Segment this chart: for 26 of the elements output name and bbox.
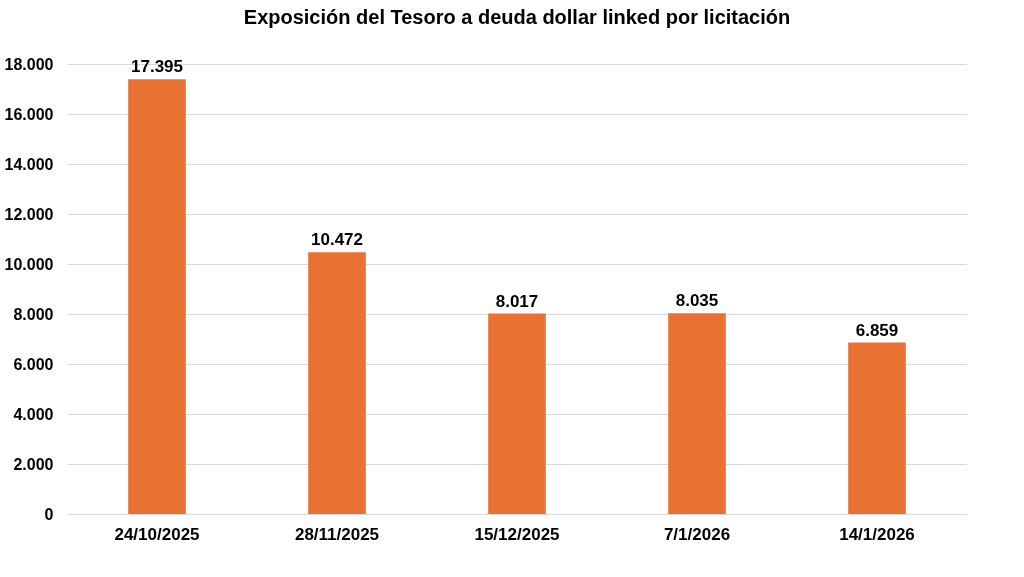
y-tick-label: 10.000: [4, 255, 54, 273]
x-tick-label: 7/1/2026: [663, 524, 731, 544]
y-tick-label: 0: [44, 505, 54, 523]
y-tick-label: 8.000: [13, 305, 54, 323]
y-tick-label: 4.000: [13, 405, 54, 423]
bar: [848, 342, 906, 514]
y-tick-label: 18.000: [4, 55, 54, 73]
x-tick-label: 24/10/2025: [114, 524, 200, 544]
bar: [128, 79, 186, 514]
data-label: 8.035: [675, 291, 719, 311]
chart-title: Exposición del Tesoro a deuda dollar linked por licitación: [243, 6, 791, 28]
bar: [308, 252, 366, 514]
bar: [488, 313, 546, 514]
y-tick-label: 14.000: [4, 155, 54, 173]
y-tick-label: 6.000: [13, 355, 54, 373]
y-tick-label: 2.000: [13, 455, 54, 473]
data-label: 17.395: [131, 57, 183, 77]
x-tick-label: 14/1/2026: [839, 524, 915, 544]
data-label: 6.859: [855, 320, 899, 340]
x-tick-label: 28/11/2025: [294, 524, 380, 544]
data-label: 8.017: [495, 291, 539, 311]
x-tick-label: 15/12/2025: [474, 524, 560, 544]
y-tick-label: 16.000: [4, 105, 54, 123]
y-tick-label: 12.000: [4, 205, 54, 223]
bar: [668, 313, 726, 514]
data-label: 10.472: [311, 230, 363, 250]
